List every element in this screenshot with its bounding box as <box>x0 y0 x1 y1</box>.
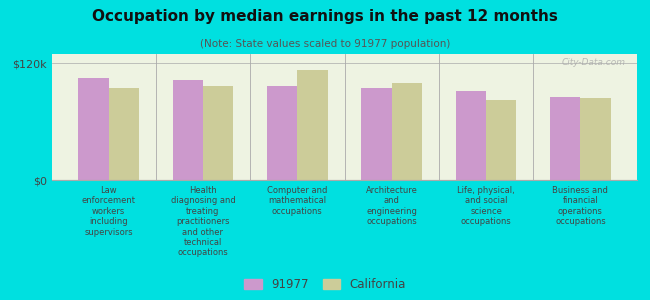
Text: Health
diagnosing and
treating
practitioners
and other
technical
occupations: Health diagnosing and treating practitio… <box>170 186 235 257</box>
Bar <box>392 83 422 180</box>
Text: Occupation by median earnings in the past 12 months: Occupation by median earnings in the pas… <box>92 9 558 24</box>
Bar <box>173 80 203 180</box>
Bar <box>486 100 516 180</box>
Bar <box>456 91 486 180</box>
Bar <box>580 98 610 180</box>
Bar <box>550 98 580 180</box>
Text: Law
enforcement
workers
including
supervisors: Law enforcement workers including superv… <box>82 186 136 237</box>
Bar <box>79 78 109 180</box>
Text: Computer and
mathematical
occupations: Computer and mathematical occupations <box>267 186 328 216</box>
Text: City-Data.com: City-Data.com <box>562 58 625 67</box>
Text: Life, physical,
and social
science
occupations: Life, physical, and social science occup… <box>457 186 515 226</box>
Bar <box>361 88 392 180</box>
Bar <box>109 88 139 180</box>
Legend: 91977, California: 91977, California <box>244 278 406 291</box>
Bar <box>297 70 328 180</box>
Bar <box>267 86 297 180</box>
Text: Business and
financial
operations
occupations: Business and financial operations occupa… <box>552 186 608 226</box>
Bar <box>203 86 233 180</box>
Text: Architecture
and
engineering
occupations: Architecture and engineering occupations <box>366 186 417 226</box>
Text: (Note: State values scaled to 91977 population): (Note: State values scaled to 91977 popu… <box>200 39 450 49</box>
